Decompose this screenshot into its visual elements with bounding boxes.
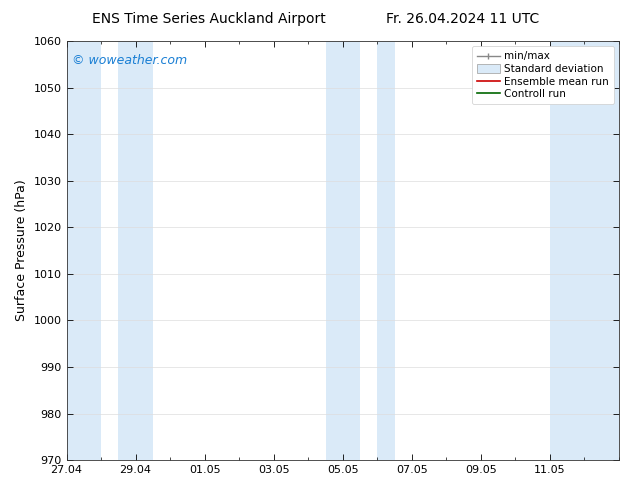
Bar xyxy=(67,41,101,460)
Bar xyxy=(377,41,394,460)
Bar xyxy=(119,41,153,460)
Text: Fr. 26.04.2024 11 UTC: Fr. 26.04.2024 11 UTC xyxy=(386,12,540,26)
Text: © woweather.com: © woweather.com xyxy=(72,53,187,67)
Text: ENS Time Series Auckland Airport: ENS Time Series Auckland Airport xyxy=(93,12,326,26)
Bar xyxy=(325,41,360,460)
Legend: min/max, Standard deviation, Ensemble mean run, Controll run: min/max, Standard deviation, Ensemble me… xyxy=(472,46,614,104)
Y-axis label: Surface Pressure (hPa): Surface Pressure (hPa) xyxy=(15,180,28,321)
Bar xyxy=(550,41,619,460)
